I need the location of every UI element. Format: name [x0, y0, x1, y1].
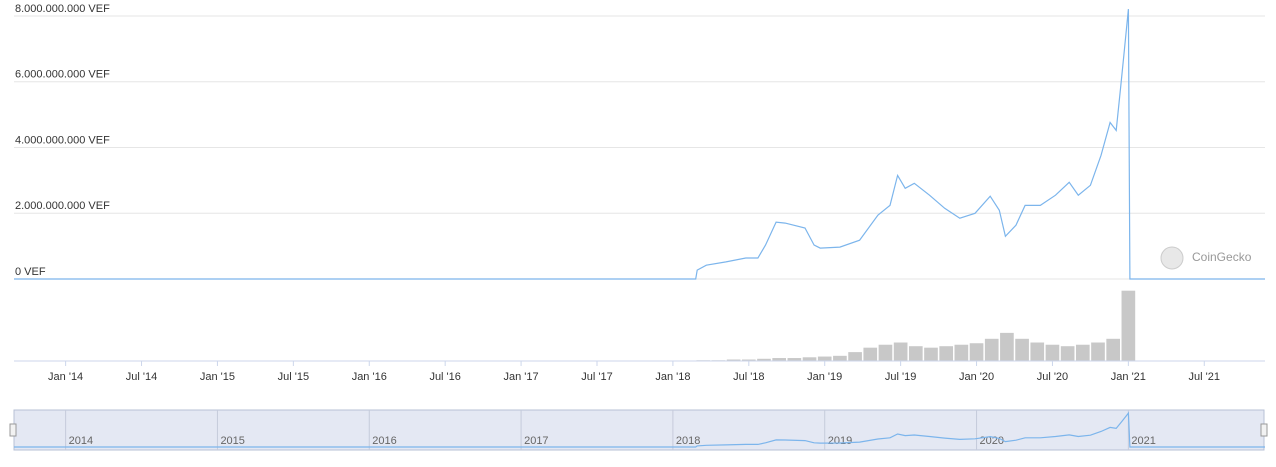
navigator-handle[interactable] [9, 423, 17, 437]
volume-bar [833, 355, 847, 361]
x-tick-label: Jan '18 [655, 371, 690, 383]
navigator-line [14, 411, 1265, 448]
navigator-tick-label: 2019 [828, 435, 852, 447]
volume-bar [939, 346, 954, 361]
volume-bar [954, 344, 969, 361]
x-tick-label: Jul '21 [1189, 371, 1220, 383]
volume-bar [1000, 332, 1014, 361]
y-tick-label: 6.000.000.000 VEF [15, 69, 110, 81]
watermark-logo [1160, 246, 1184, 270]
volume-bar [802, 357, 817, 361]
volume-bar [1075, 344, 1090, 361]
navigator-handle[interactable] [1260, 423, 1268, 437]
volume-bar [741, 359, 756, 361]
navigator-tick-label: 2014 [69, 435, 93, 447]
volume-bar [1106, 338, 1121, 361]
x-tick-label: Jul '16 [429, 371, 460, 383]
x-tick-label: Jan '17 [504, 371, 539, 383]
x-tick-label: Jan '20 [959, 371, 994, 383]
navigator-tick-label: 2016 [372, 435, 396, 447]
y-tick-label: 4.000.000.000 VEF [15, 134, 110, 146]
price-line [14, 9, 1265, 280]
x-tick-label: Jan '19 [807, 371, 842, 383]
x-tick-label: Jul '20 [1037, 371, 1068, 383]
x-tick-label: Jul '15 [278, 371, 309, 383]
volume-bar [757, 358, 771, 361]
y-tick-label: 2.000.000.000 VEF [15, 200, 110, 212]
navigator-tick-label: 2015 [220, 435, 244, 447]
volume-bar [893, 342, 908, 361]
navigator-tick-label: 2021 [1131, 435, 1155, 447]
x-tick-label: Jul '14 [126, 371, 157, 383]
y-tick-label: 0 VEF [15, 266, 46, 278]
volume-bar [984, 338, 999, 361]
volume-bar [787, 358, 802, 361]
volume-bar [1015, 338, 1029, 361]
x-tick-label: Jan '21 [1111, 371, 1146, 383]
navigator-tick-label: 2017 [524, 435, 548, 447]
volume-bar [878, 344, 893, 361]
volume-bar [1030, 342, 1045, 361]
volume-bar [1121, 290, 1136, 361]
volume-bar [817, 356, 832, 361]
volume-bar [863, 347, 878, 361]
x-tick-label: Jan '15 [200, 371, 235, 383]
x-tick-label: Jul '18 [733, 371, 764, 383]
y-tick-label: 8.000.000.000 VEF [15, 3, 110, 15]
x-tick-label: Jan '16 [352, 371, 387, 383]
volume-bar [908, 346, 923, 361]
x-tick-label: Jul '17 [581, 371, 612, 383]
volume-bar [1045, 344, 1060, 361]
volume-bar [772, 358, 787, 361]
volume-bar [969, 343, 984, 361]
x-tick-label: Jul '19 [885, 371, 916, 383]
navigator-tick-label: 2018 [676, 435, 700, 447]
volume-bar [1091, 342, 1105, 361]
volume-bar [848, 352, 862, 361]
x-tick-label: Jan '14 [48, 371, 83, 383]
volume-bar [726, 359, 741, 361]
volume-bar [1060, 346, 1075, 361]
volume-bar [924, 347, 938, 361]
navigator-mask [13, 409, 1265, 451]
watermark: CoinGecko [1192, 250, 1252, 264]
